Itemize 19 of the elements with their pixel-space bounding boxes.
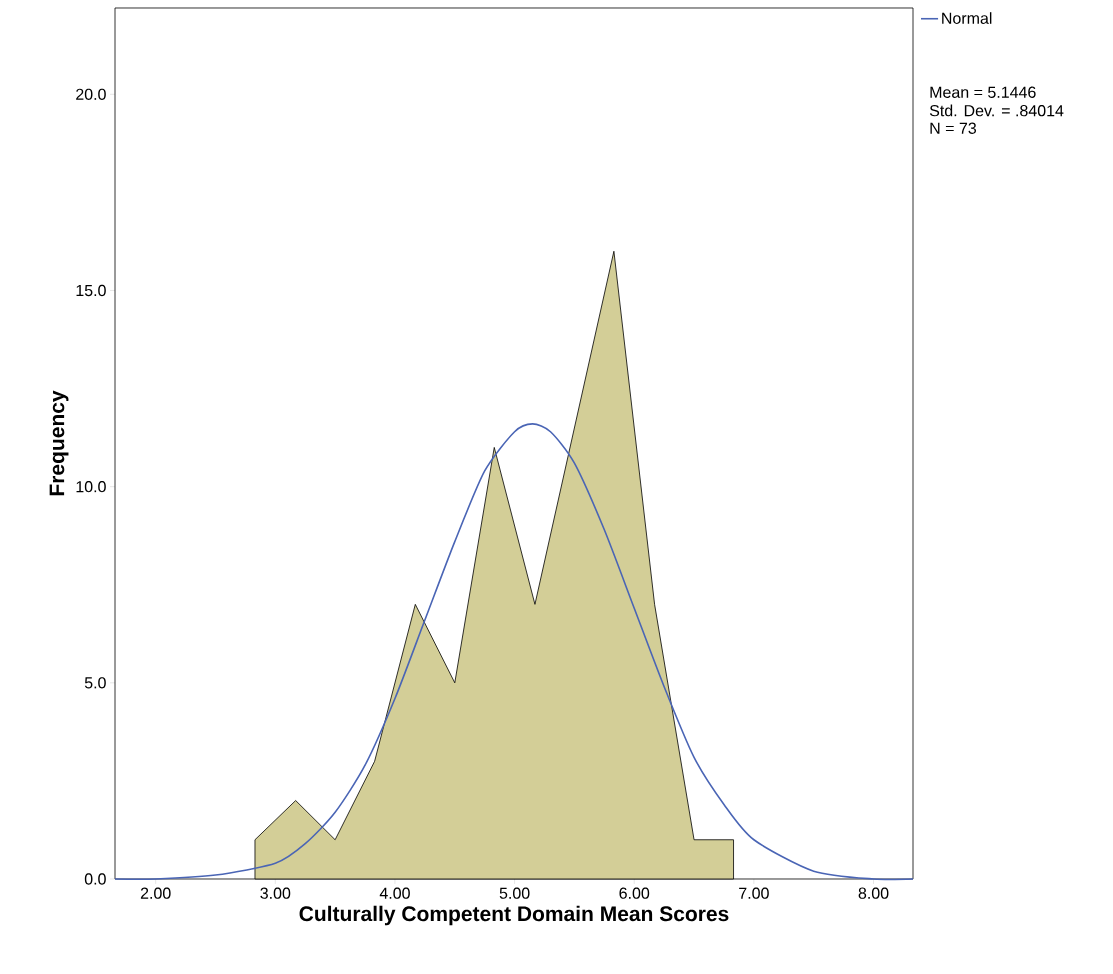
y-tick-label: 10.0 bbox=[76, 480, 106, 493]
text: Mean = 5.1446 bbox=[930, 86, 1036, 98]
line-series bbox=[114, 423, 914, 881]
text: N = 73 bbox=[930, 122, 977, 134]
legend-label: Normal bbox=[942, 12, 992, 24]
text: Std. Dev. = .84014 bbox=[929, 104, 1064, 117]
x-tick-label: 8.00 bbox=[858, 887, 889, 899]
y-axis-title: Frequency bbox=[49, 390, 69, 496]
y-tick-label: 5.0 bbox=[84, 677, 106, 689]
y-tick-label: 0.0 bbox=[84, 873, 106, 885]
y-tick-label: 20.0 bbox=[76, 88, 106, 100]
x-axis-title: Culturally Competent Domain Mean Scores bbox=[299, 905, 729, 926]
x-tick-label: 4.00 bbox=[379, 887, 410, 899]
x-tick-label: 3.00 bbox=[260, 887, 291, 899]
x-tick-label: 5.00 bbox=[499, 887, 530, 899]
y-tick-label: 15.0 bbox=[76, 284, 106, 297]
x-tick-label: 7.00 bbox=[739, 887, 769, 899]
x-tick-label: 6.00 bbox=[619, 887, 650, 899]
x-tick-label: 2.00 bbox=[140, 887, 171, 899]
